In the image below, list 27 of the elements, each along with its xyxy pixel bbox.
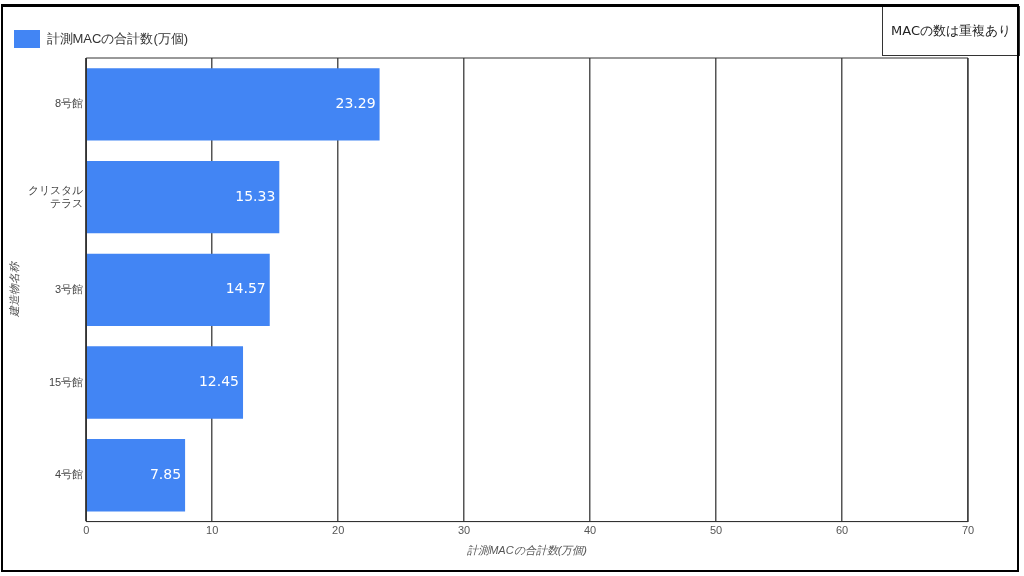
x-tick-label: 40 (583, 524, 597, 537)
text: MACの数は重複あり (882, 6, 1020, 56)
bar (86, 253, 270, 326)
y-tick-label: クリスタルテラス (28, 183, 84, 209)
legend-label: 計測MACの合計数(万個) (46, 30, 189, 46)
data-label: 7.85 (149, 465, 182, 482)
x-tick-label: 50 (709, 524, 723, 537)
x-tick-label: 20 (332, 524, 345, 537)
bar (86, 346, 244, 419)
bar (86, 68, 380, 141)
x-tick-label: 10 (206, 524, 219, 537)
y-tick-label: 8号館 (55, 97, 84, 110)
y-tick-label: 4号館 (55, 468, 84, 481)
data-label: 23.29 (335, 95, 376, 111)
y-tick-label: 15号館 (48, 375, 84, 388)
data-label: 15.33 (235, 187, 276, 204)
x-axis-title: 計測MACの合計数(万個) (466, 544, 588, 557)
y-axis-title: 建造物名称 (7, 260, 20, 319)
data-label: 14.57 (225, 280, 266, 297)
x-tick-label: 30 (457, 524, 471, 537)
x-tick-label: 70 (961, 524, 975, 537)
x-tick-label: 0 (83, 524, 90, 537)
bar (86, 439, 186, 512)
y-tick-label: 3号館 (55, 282, 84, 295)
bar (86, 160, 280, 234)
x-tick-label: 60 (835, 524, 849, 537)
data-label: 12.45 (198, 373, 240, 390)
